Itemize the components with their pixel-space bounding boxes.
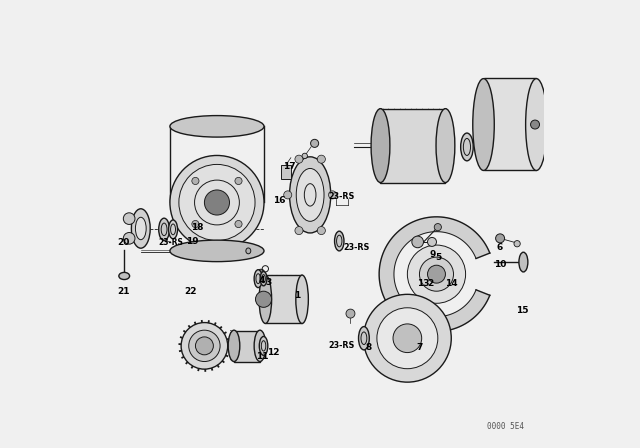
Ellipse shape [473, 79, 494, 171]
Ellipse shape [259, 336, 268, 355]
Text: 6: 6 [497, 243, 503, 252]
Circle shape [124, 213, 135, 224]
Ellipse shape [259, 275, 271, 323]
Circle shape [295, 227, 303, 235]
Bar [380, 109, 445, 183]
Text: 20: 20 [118, 238, 130, 247]
Bar [234, 331, 260, 362]
Text: 13: 13 [417, 279, 429, 288]
Text: 22: 22 [184, 287, 196, 296]
Ellipse shape [159, 218, 170, 241]
Circle shape [328, 191, 337, 199]
Circle shape [393, 324, 422, 353]
Circle shape [124, 233, 135, 244]
Bar [266, 275, 302, 323]
Circle shape [346, 309, 355, 318]
Polygon shape [379, 217, 490, 332]
Text: 5: 5 [435, 253, 442, 262]
Circle shape [408, 245, 466, 303]
Text: 23-RS: 23-RS [328, 341, 355, 350]
Ellipse shape [371, 109, 390, 182]
Text: 14: 14 [445, 279, 458, 288]
Text: 23-RS: 23-RS [328, 192, 355, 201]
Ellipse shape [260, 271, 267, 286]
Text: 0000 5E4: 0000 5E4 [486, 422, 524, 431]
Text: 2: 2 [427, 279, 433, 288]
Circle shape [170, 155, 264, 250]
Ellipse shape [246, 248, 251, 254]
Circle shape [192, 220, 199, 228]
Circle shape [235, 177, 242, 185]
Circle shape [284, 191, 292, 199]
Circle shape [428, 237, 436, 246]
Ellipse shape [119, 272, 130, 280]
Text: 9: 9 [429, 250, 436, 259]
Text: 10: 10 [494, 260, 506, 269]
Ellipse shape [525, 79, 547, 171]
Circle shape [257, 269, 265, 277]
Circle shape [204, 190, 230, 215]
Text: 23-RS: 23-RS [159, 238, 184, 247]
Ellipse shape [254, 270, 262, 288]
Text: 16: 16 [273, 196, 285, 205]
Ellipse shape [170, 240, 264, 262]
Circle shape [435, 224, 442, 231]
Circle shape [181, 323, 228, 369]
Text: 15: 15 [516, 306, 529, 314]
Text: 18: 18 [191, 223, 204, 232]
Circle shape [428, 265, 445, 283]
Circle shape [179, 164, 255, 241]
Ellipse shape [296, 275, 308, 323]
Bar [281, 165, 291, 179]
Circle shape [295, 155, 303, 163]
Ellipse shape [131, 209, 150, 248]
Circle shape [195, 337, 213, 355]
Text: 21: 21 [118, 287, 130, 296]
Text: 23-RS: 23-RS [344, 243, 370, 252]
Circle shape [364, 294, 451, 382]
Ellipse shape [436, 109, 455, 182]
Ellipse shape [335, 231, 344, 251]
Text: 8: 8 [365, 343, 371, 352]
Text: 7: 7 [416, 343, 422, 352]
Circle shape [317, 227, 325, 235]
Circle shape [495, 234, 504, 243]
Ellipse shape [296, 168, 324, 221]
Circle shape [531, 120, 540, 129]
Ellipse shape [228, 330, 240, 362]
Circle shape [302, 153, 307, 159]
Text: 17: 17 [284, 162, 296, 171]
Circle shape [412, 236, 424, 248]
Ellipse shape [358, 327, 369, 350]
Text: 1: 1 [294, 291, 301, 300]
Bar [484, 78, 536, 170]
Ellipse shape [168, 220, 177, 239]
Ellipse shape [289, 157, 331, 233]
Text: 11: 11 [257, 352, 269, 361]
Text: 19: 19 [186, 237, 198, 246]
Circle shape [189, 330, 220, 362]
Circle shape [377, 308, 438, 369]
Circle shape [317, 155, 325, 163]
Text: 4: 4 [259, 276, 265, 284]
Circle shape [255, 291, 271, 307]
Circle shape [310, 139, 319, 147]
Ellipse shape [519, 252, 528, 272]
Ellipse shape [170, 116, 264, 137]
Circle shape [514, 241, 520, 247]
Text: 3: 3 [266, 278, 271, 287]
Ellipse shape [254, 330, 266, 362]
Circle shape [192, 177, 199, 185]
Circle shape [235, 220, 242, 228]
Circle shape [419, 257, 454, 291]
Ellipse shape [461, 133, 473, 161]
Ellipse shape [136, 217, 146, 240]
Text: 12: 12 [267, 348, 280, 357]
